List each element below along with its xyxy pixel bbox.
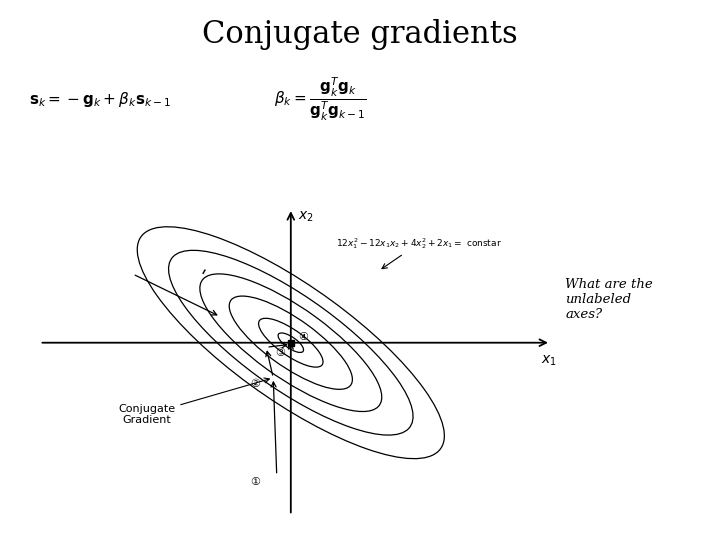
Text: Conjugate
Gradient: Conjugate Gradient: [118, 378, 269, 426]
Text: ②: ②: [251, 379, 261, 389]
Text: ④: ④: [298, 332, 308, 342]
Text: $x_2$: $x_2$: [298, 210, 314, 224]
Text: ': ': [193, 268, 206, 286]
Text: ①: ①: [251, 477, 261, 487]
Text: $\mathbf{s}_k = -\mathbf{g}_k + \beta_k\mathbf{s}_{k-1}$: $\mathbf{s}_k = -\mathbf{g}_k + \beta_k\…: [29, 90, 171, 110]
Text: $x_1$: $x_1$: [541, 353, 557, 368]
Text: $\beta_k = \dfrac{\mathbf{g}_k^T\mathbf{g}_k}{\mathbf{g}_k^T\mathbf{g}_{k-1}}$: $\beta_k = \dfrac{\mathbf{g}_k^T\mathbf{…: [274, 76, 366, 124]
Text: ③: ③: [275, 348, 285, 359]
Text: What are the
unlabeled
axes?: What are the unlabeled axes?: [565, 278, 653, 321]
Text: Conjugate gradients: Conjugate gradients: [202, 19, 518, 50]
Text: $12x_1^2-12x_1x_2+4x_2^2+2x_1=$ constar: $12x_1^2-12x_1x_2+4x_2^2+2x_1=$ constar: [336, 236, 502, 268]
